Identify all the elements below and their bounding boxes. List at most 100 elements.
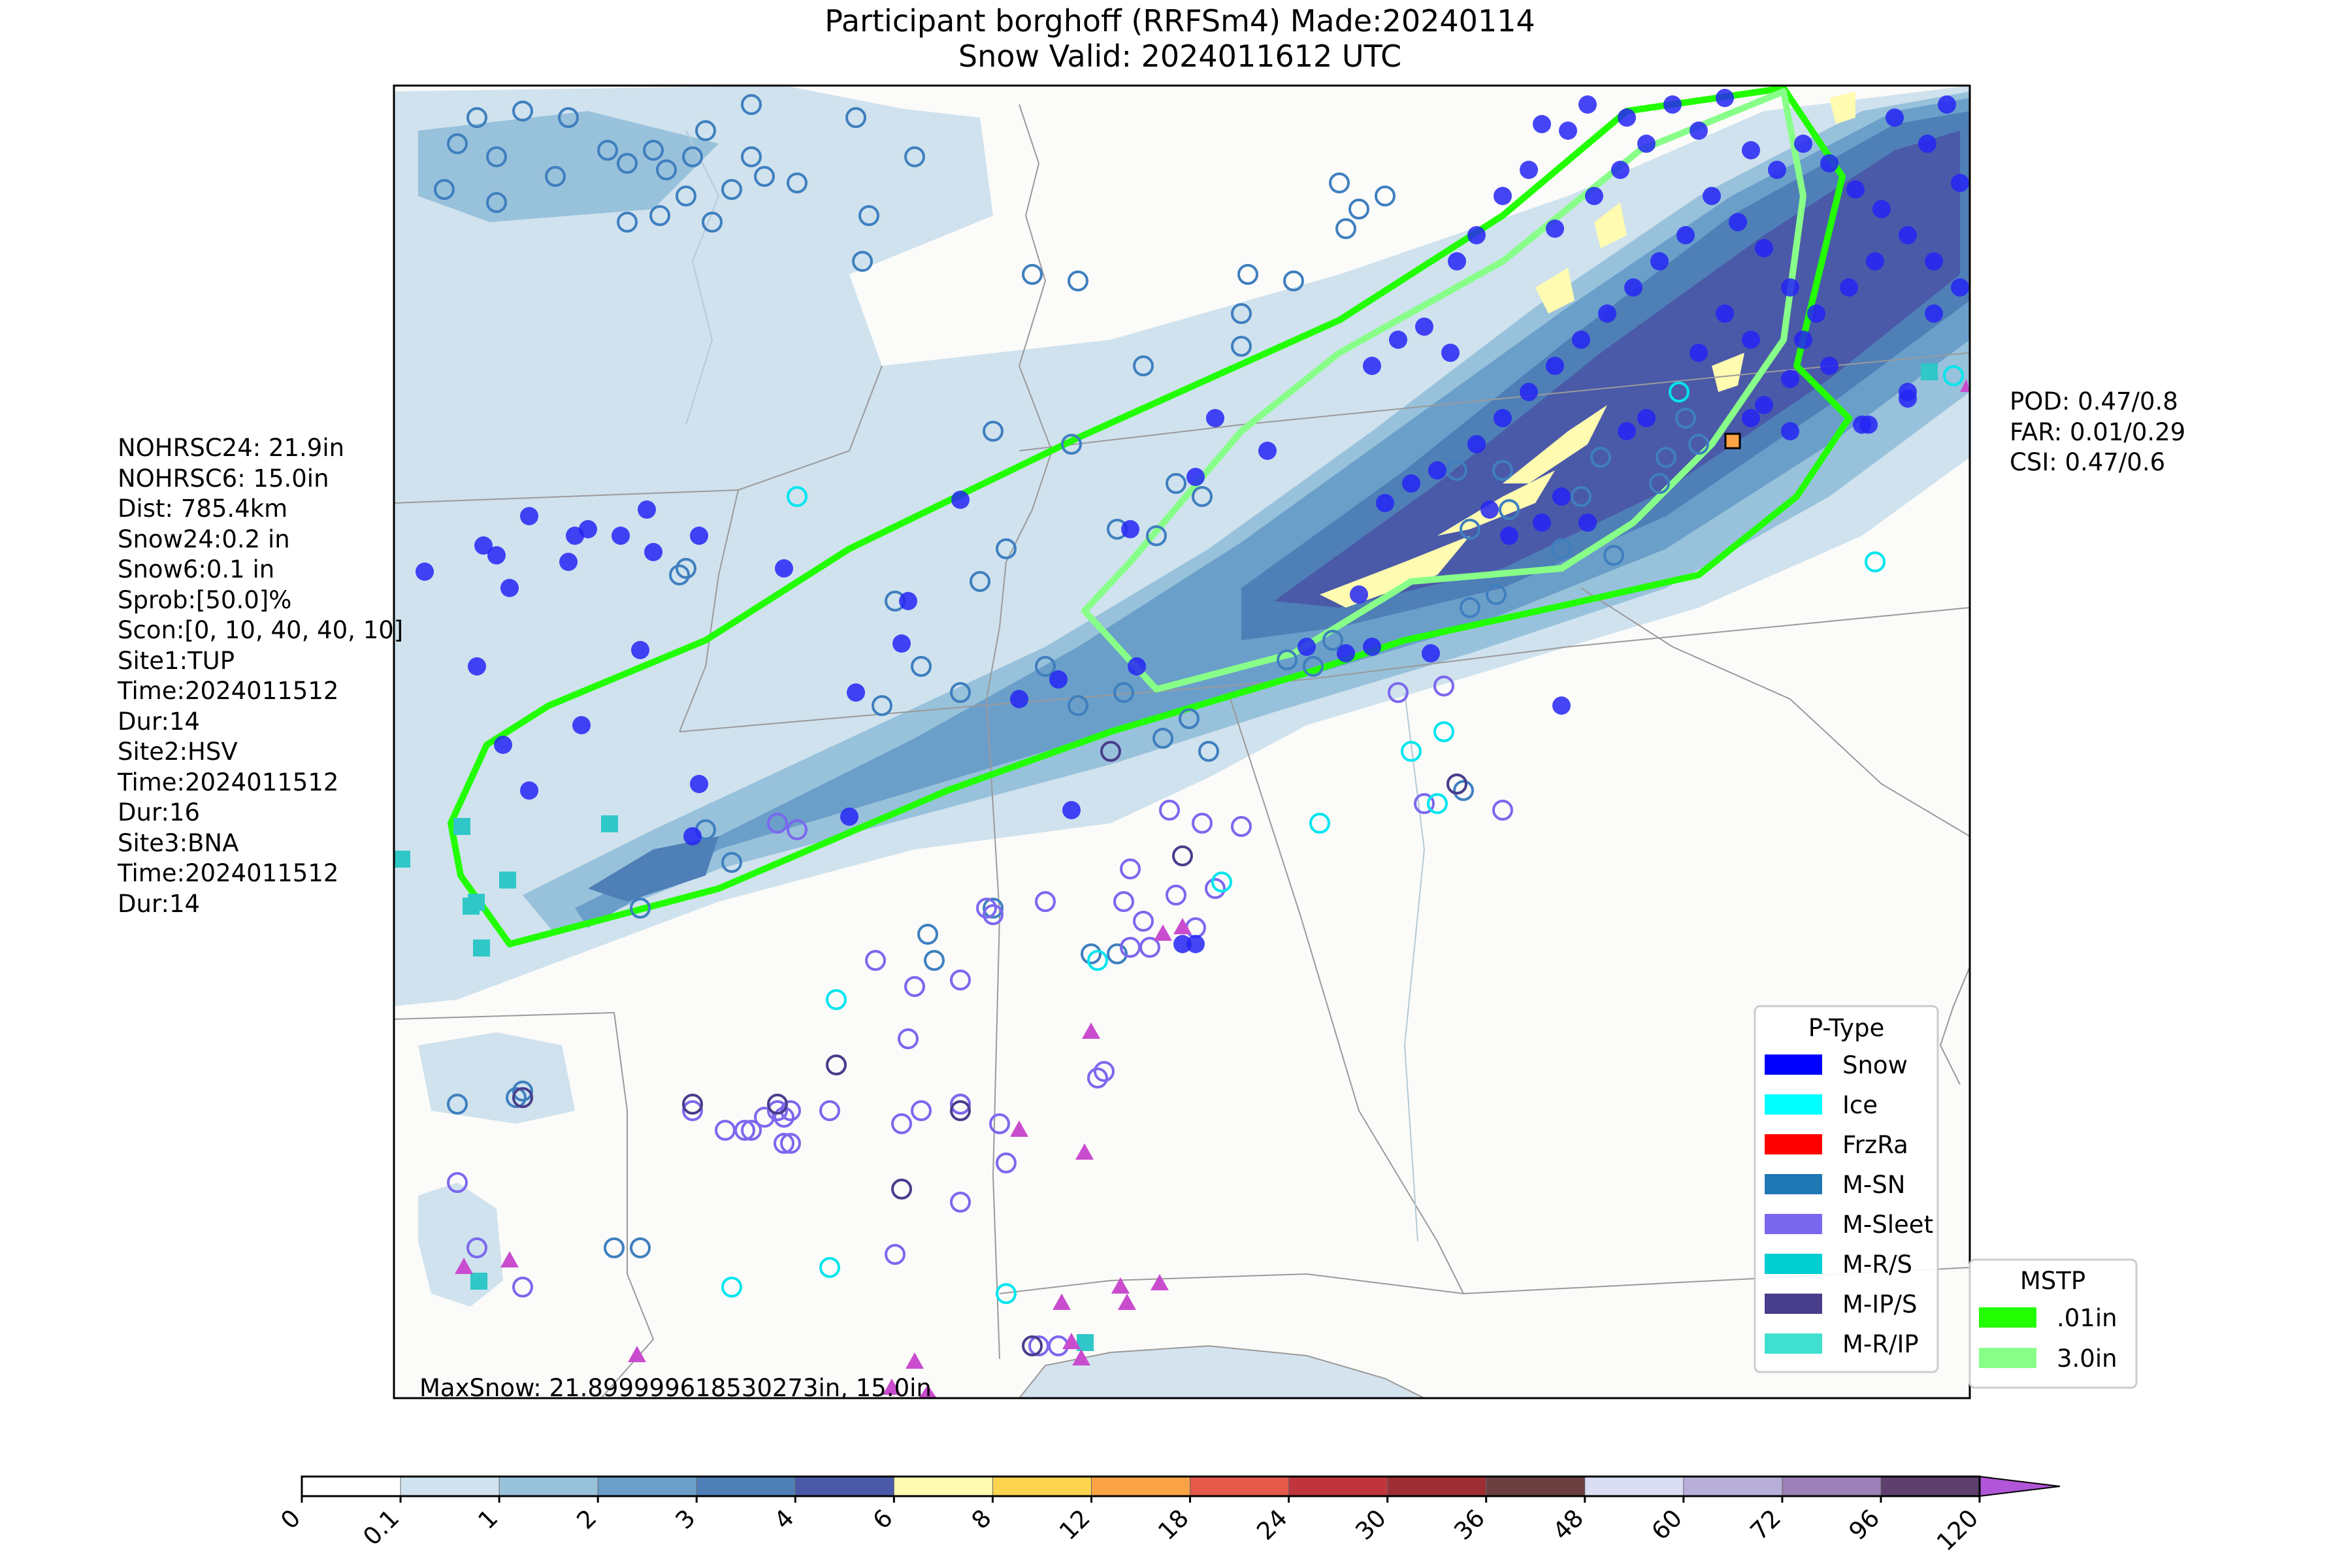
figure-title-line2: Snow Valid: 2024011612 UTC [958,39,1401,74]
ptype-label: M-R/IP [1842,1330,1919,1358]
rivers [685,130,1426,1242]
mstp-legend: MSTP .01in 3.0in [1968,1258,2138,1389]
colorbar-tick-label: 6 [868,1504,898,1535]
left-info-panel: NOHRSC24: 21.9in NOHRSC6: 15.0in Dist: 785… [118,433,403,919]
ipsn-hollow-markers [512,741,1467,1356]
colorbar-cell [1090,1476,1191,1497]
colorbar-cell [1486,1476,1586,1497]
right-info-panel: POD: 0.47/0.8 FAR: 0.01/0.29 CSI: 0.47/0.6 [2010,387,2185,478]
colorbar-tick-label: 60 [1646,1504,1688,1546]
colorbar-cell [1190,1476,1290,1497]
mixed-rain-snow-squares [394,363,1938,1351]
gulf-coastline [1018,1345,1425,1398]
ptype-swatch [1765,1333,1822,1354]
figure-title-line1: Participant borghoff (RRFSm4) Made:20240… [825,3,1535,39]
forecast-contour-3.0in [1081,88,1806,693]
metric-line: POD: 0.47/0.8 [2010,387,2178,416]
info-line: Site3:BNA [118,828,239,857]
ptype-label: FrzRa [1842,1131,1908,1159]
colorbar-tick-label: 18 [1152,1504,1194,1546]
ptype-swatch [1765,1294,1822,1314]
ptype-swatch [1765,1214,1822,1234]
colorbar-cell [992,1476,1092,1497]
ptype-legend-title: P-Type [1808,1014,1884,1042]
ptype-label: Snow [1842,1051,1908,1079]
colorbar-frame [301,1475,1981,1497]
info-line: Dist: 785.4km [118,495,288,523]
colorbar-tick-label: 24 [1251,1504,1293,1546]
colorbar: 0 0.1 1 2 3 4 6 8 12 18 24 30 36 48 60 72 96 120 [275,1475,2061,1556]
colorbar-cell [893,1476,994,1497]
colorbar-tick-label: 2 [571,1504,602,1535]
colorbar-tick-label: 0 [275,1504,306,1535]
colorbar-cell [696,1476,796,1497]
info-line: NOHRSC24: 21.9in [118,434,345,462]
metric-line: FAR: 0.01/0.29 [2010,417,2186,446]
snow-wave-west [588,836,719,902]
observation-markers [394,89,1970,1398]
mstp-label: 3.0in [2057,1345,2117,1373]
colorbar-cell [400,1476,500,1497]
info-line: Time:2024011512 [118,677,339,705]
colorbar-tick-label: 3 [670,1504,701,1535]
info-line: Time:2024011512 [118,768,339,796]
ptype-swatch [1765,1134,1822,1154]
forecast-contour-0.01in [448,86,1852,947]
colorbar-cell [1584,1476,1684,1497]
ptype-swatch [1765,1254,1822,1274]
info-line: Dur:14 [118,707,201,736]
ptype-label: M-R/S [1842,1250,1912,1279]
mstp-label: .01in [2057,1304,2117,1332]
sleet-hollow-markers [447,676,1513,1356]
colorbar-cell [498,1476,599,1497]
ptype-label: M-Sleet [1842,1211,1933,1239]
colorbar-tick-label: 1 [472,1504,503,1535]
colorbar-cell [1880,1476,1980,1497]
colorbar-tick-label: 48 [1547,1504,1589,1546]
snow-hollow-markers [434,94,1709,1258]
freezing-triangles [455,379,1970,1398]
snow-filled-markers [416,89,1969,953]
mstp-swatch [1979,1348,2036,1368]
colorbar-tick-label: 8 [966,1504,997,1535]
colorbar-extend-arrow [1979,1475,2061,1497]
mstp-swatch [1979,1307,2036,1328]
atlantic-coastline [1939,966,1970,1085]
mstp-legend-title: MSTP [2020,1267,2085,1295]
ice-hollow-markers [721,365,1964,1304]
info-line: Dur:16 [118,798,201,826]
colorbar-cell [597,1476,698,1497]
ptype-legend: P-Type Snow Ice FrzRa M-SN M-Sleet M-R/S M-IP/… [1754,1005,1939,1373]
ptype-swatch [1765,1174,1822,1194]
snowfall-shading [394,86,1970,1307]
ptype-label: M-SN [1842,1171,1905,1199]
ptype-label: M-IP/S [1842,1290,1917,1318]
colorbar-cell [301,1476,402,1497]
info-line: Sprob:[50.0]% [118,585,292,614]
info-line: Scon:[0, 10, 40, 40, 10] [118,616,404,644]
info-line: Snow24:0.2 in [118,525,290,553]
colorbar-cell [794,1476,895,1497]
colorbar-tick-label: 96 [1844,1504,1886,1546]
snow-patch-sw2 [418,1032,575,1124]
colorbar-tick-label: 120 [1931,1504,1984,1556]
colorbar-tick-label: 72 [1745,1504,1787,1546]
colorbar-cell [1288,1476,1388,1497]
colorbar-cell [1387,1476,1487,1497]
ptype-swatch [1765,1094,1822,1115]
info-line: Snow6:0.1 in [118,555,275,583]
info-line: NOHRSC6: 15.0in [118,464,329,493]
colorbar-tick-label: 0.1 [357,1504,404,1551]
info-line: Time:2024011512 [118,859,339,887]
colorbar-tick-label: 30 [1350,1504,1392,1546]
colorbar-cell [1782,1476,1882,1497]
target-site-box [1724,433,1741,449]
metric-line: CSI: 0.47/0.6 [2010,448,2166,476]
colorbar-tick-label: 36 [1448,1504,1490,1546]
info-line: Site2:HSV [118,738,238,766]
info-line: Dur:14 [118,889,201,918]
map-frame [393,84,1971,1399]
info-line: Site1:TUP [118,646,235,675]
ptype-swatch [1765,1054,1822,1075]
